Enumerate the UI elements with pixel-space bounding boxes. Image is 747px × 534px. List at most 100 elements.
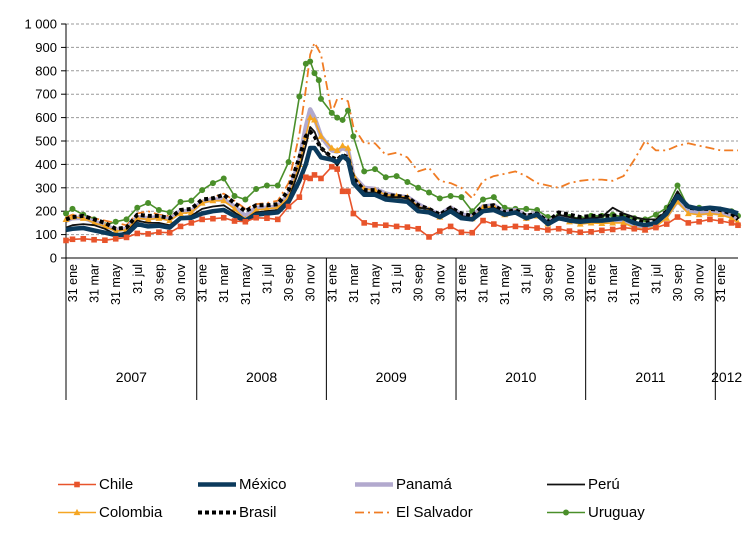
y-tick-label: 0 (50, 251, 57, 266)
legend-label: Perú (588, 476, 620, 493)
data-point (123, 234, 130, 241)
data-point (296, 93, 303, 100)
year-label: 2009 (376, 369, 407, 385)
x-tick-label: 30 nov (433, 263, 447, 301)
data-point (274, 182, 281, 189)
data-point (209, 180, 216, 187)
x-tick-label: 31 ene (196, 264, 210, 302)
data-point (156, 229, 162, 236)
x-tick-label: 31 ene (325, 264, 339, 302)
series-line (65, 129, 740, 231)
y-tick-label: 700 (35, 87, 57, 102)
x-tick-label: 31 jul (649, 264, 663, 294)
y-tick-label: 400 (35, 157, 57, 172)
data-point (328, 109, 335, 116)
data-point (620, 224, 627, 231)
x-tick-label: 31 mar (88, 264, 102, 303)
legend-label: Brasil (239, 504, 277, 521)
data-point (631, 225, 638, 232)
data-point (199, 216, 205, 223)
data-point (695, 211, 703, 218)
data-point (415, 225, 422, 232)
data-point (609, 226, 616, 233)
data-point (685, 220, 692, 226)
data-point (145, 231, 151, 237)
series-line (65, 116, 739, 232)
data-point (231, 205, 238, 212)
data-point (231, 218, 238, 224)
data-point (188, 197, 195, 204)
data-point (566, 228, 573, 234)
data-point (447, 192, 454, 199)
data-point (350, 133, 357, 140)
legend-label: Uruguay (588, 504, 645, 521)
data-point (717, 211, 725, 218)
x-tick-label: 31 mar (217, 264, 231, 303)
x-tick-label: 30 nov (174, 263, 188, 301)
data-point (469, 229, 476, 236)
data-point (350, 210, 357, 217)
legend: Chile México Panamá Perú Colombia Brasil El Sa… (58, 476, 645, 521)
data-point (317, 132, 325, 139)
x-tick-label: 31 ene (585, 264, 599, 302)
data-point (393, 223, 400, 230)
data-point (426, 234, 432, 240)
data-point (707, 216, 713, 223)
y-tick-label: 100 (35, 227, 57, 242)
data-point (588, 228, 594, 235)
series-m-xico (65, 145, 739, 238)
x-tick-label: 30 sep (152, 264, 166, 302)
data-point (134, 204, 141, 211)
data-point (334, 114, 341, 121)
data-point (177, 209, 184, 217)
x-tick-label: 30 nov (304, 263, 318, 301)
plot-area (62, 41, 742, 244)
data-point (285, 203, 292, 210)
data-point (344, 107, 351, 114)
x-tick-label: 31 ene (66, 264, 80, 302)
data-point (642, 227, 648, 233)
data-point (663, 221, 670, 227)
data-point (274, 216, 281, 223)
y-tick-label: 900 (35, 40, 57, 55)
data-point (523, 205, 530, 212)
data-point (263, 205, 271, 212)
y-axis: 0 100 200 300 400 500 600 700 800 900 1 000 (24, 17, 67, 266)
x-tick-label: 31 jul (390, 264, 404, 294)
year-label: 2012 (711, 369, 742, 385)
data-point (598, 219, 606, 226)
x-tick-label: 31 jul (131, 264, 145, 294)
legend-label: El Salvador (396, 504, 473, 521)
data-point (177, 223, 184, 230)
data-point (263, 182, 270, 189)
data-point (653, 224, 659, 231)
data-point (480, 196, 487, 203)
data-point (134, 230, 141, 237)
series-line (65, 145, 739, 238)
data-point (339, 188, 346, 195)
data-point (69, 236, 76, 243)
x-tick-label: 30 sep (671, 264, 685, 302)
x-tick-label: 30 sep (412, 264, 426, 302)
data-point (123, 216, 130, 223)
data-point (674, 182, 681, 189)
data-point (145, 200, 152, 207)
data-point (361, 220, 367, 226)
legend-label: México (239, 476, 287, 493)
data-point (620, 219, 627, 226)
data-point (102, 237, 108, 244)
data-point (339, 116, 346, 123)
y-tick-label: 500 (35, 134, 57, 149)
x-tick-label: 31 may (628, 263, 642, 305)
x-tick-label: 31 ene (455, 264, 469, 302)
data-point (534, 225, 540, 231)
data-point (717, 218, 724, 224)
data-point (155, 207, 162, 214)
x-tick-label: 31 jul (260, 264, 274, 294)
series-brasil (65, 129, 740, 231)
data-point (80, 236, 87, 242)
y-tick-label: 1 000 (24, 17, 57, 32)
data-point (371, 166, 378, 173)
data-point (220, 214, 227, 221)
